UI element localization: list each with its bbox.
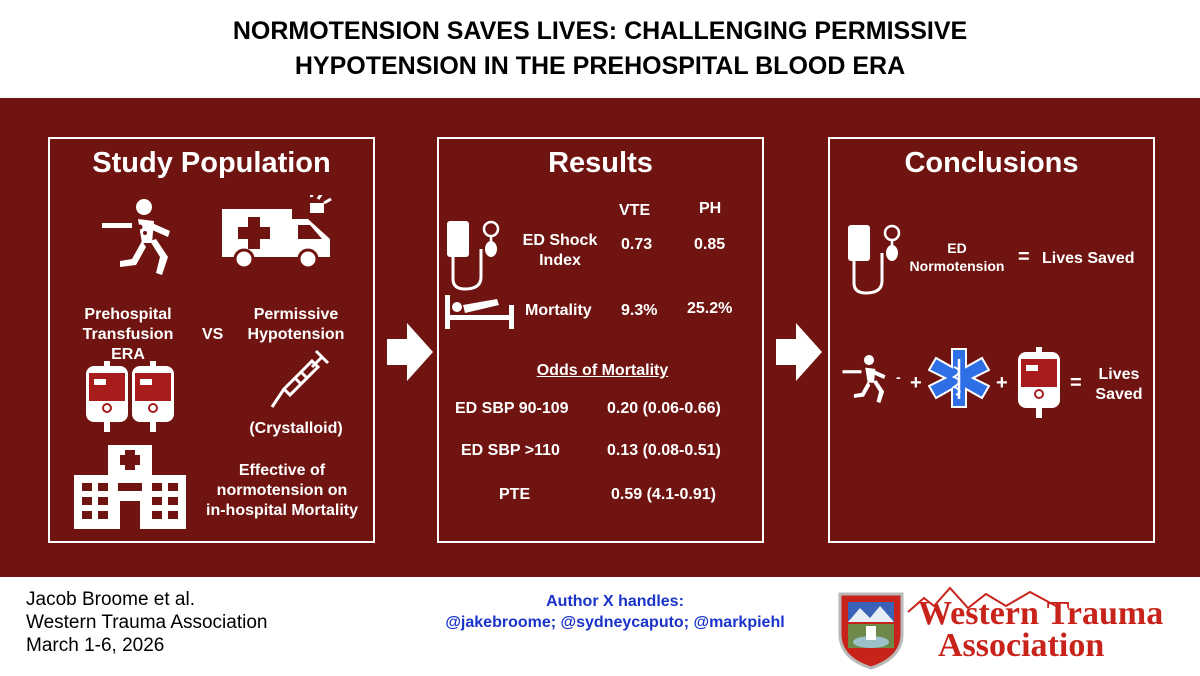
odds-label-sbp-110: ED SBP >110 [461,442,560,459]
odds-of-mortality-heading: Odds of Mortality [536,362,669,379]
association-crest-logo [838,592,904,670]
ed-normotension-label: ED Normotension [902,239,1012,275]
handles-list: @jakebroome; @sydneycaputo; @markpiehl [445,614,785,631]
results-panel: Results VTE PH ED Shock Index 0.73 0.85 … [437,137,764,543]
ed-normotension-line-2: Normotension [909,258,1005,274]
results-col-ph: PH [699,200,722,217]
footer-citation: Jacob Broome et al. Western Trauma Assoc… [26,588,267,657]
study-population-title: Study Population [92,147,331,179]
mortality-label: Mortality [525,302,592,319]
transfusion-label-line-2: Transfusion [82,326,174,343]
star-of-life-icon [928,348,990,408]
shock-index-ph-value: 0.85 [694,236,726,253]
ed-normotension-line-1: ED [947,240,967,256]
blood-bags-icon [86,361,174,432]
equals-sign-1: = [1018,246,1030,268]
wordmark-line-2: Association [938,627,1105,664]
injured-person-icon-2 [842,355,886,403]
ambulance-icon [222,195,332,269]
author-handles: Author X handles: @jakebroome; @sydneyca… [430,591,800,633]
effect-label-line-3: in-hospital Mortality [206,502,358,519]
lives-saved-2-line-2: Saved [1095,386,1143,403]
conclusions-title: Conclusions [904,147,1079,179]
shock-index-line-1: ED Shock [522,232,598,249]
odds-label-pte: PTE [499,486,531,503]
hospital-icon [74,445,186,529]
blood-bag-icon [1018,347,1060,418]
effect-label-line-2: normotension on [216,482,348,499]
mortality-vte-value: 9.3% [621,302,658,319]
mortality-ph-value: 25.2% [687,300,733,317]
effect-label: Effective of normotension on in-hospital… [196,461,368,521]
odds-value-sbp-110: 0.13 (0.08-0.51) [607,442,721,459]
footer-organization: Western Trauma Association [26,612,268,633]
lives-saved-2-line-1: Lives [1098,366,1140,383]
conclusions-panel: Conclusions ED Normotension = Lives Save… [828,137,1155,543]
equals-sign-2: = [1070,372,1082,394]
title-line-2: HYPOTENSION IN THE PREHOSPITAL BLOOD ERA [294,52,906,80]
odds-label-sbp-90-109: ED SBP 90-109 [455,400,569,417]
right-arrow-icon [387,323,433,381]
crystalloid-label: (Crystalloid) [249,420,343,437]
results-title: Results [548,147,653,179]
association-wordmark: Western Trauma Association [918,595,1198,664]
shock-index-label: ED Shock Index [505,231,615,271]
transfusion-era-label: Prehospital Transfusion ERA [58,305,198,365]
injured-person-icon [102,199,170,275]
plus-sign-2: + [996,372,1008,394]
footer-author: Jacob Broome et al. [26,589,195,610]
hospital-bed-icon [445,295,514,329]
odds-value-pte: 0.59 (4.1-0.91) [611,486,716,503]
study-population-panel: Study Population Prehospital Transfusion… [48,137,375,543]
syringe-icon [270,349,330,408]
wordmark-line-1: Western Trauma [918,595,1164,632]
plus-sign-1: + [910,372,922,394]
hypotension-label-line-1: Permissive [253,306,339,323]
permissive-hypotension-label: Permissive Hypotension [226,305,366,345]
results-col-vte: VTE [619,202,651,219]
title-line-1: NORMOTENSION SAVES LIVES: CHALLENGING PE… [232,17,968,45]
hypotension-label-line-2: Hypotension [247,326,345,343]
right-arrow-icon-2 [776,323,822,381]
blood-pressure-monitor-icon-2 [848,224,901,295]
vs-label: VS [202,326,224,343]
transfusion-label-line-1: Prehospital [84,306,172,323]
mountain-outline-icon [907,586,1057,613]
footer-date: March 1-6, 2026 [26,635,165,656]
blood-pressure-monitor-icon [447,220,500,291]
effect-label-line-1: Effective of [238,462,326,479]
content-band [0,98,1200,577]
shock-index-line-2: Index [539,252,581,269]
transfusion-label-line-3: ERA [111,346,145,363]
handles-title: Author X handles: [546,593,684,610]
poster-title: NORMOTENSION SAVES LIVES: CHALLENGING PE… [0,14,1200,84]
minus-sign: - [896,369,901,385]
lives-saved-label-2: Lives Saved [1084,365,1154,405]
odds-value-sbp-90-109: 0.20 (0.06-0.66) [607,400,721,417]
shock-index-vte-value: 0.73 [621,236,653,253]
lives-saved-label-1: Lives Saved [1042,250,1135,267]
